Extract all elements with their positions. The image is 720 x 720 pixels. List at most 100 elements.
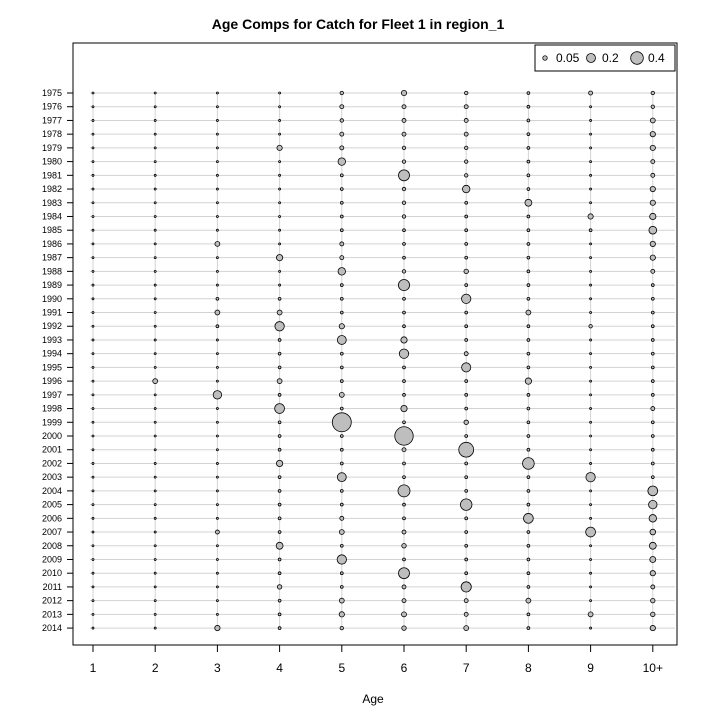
data-bubble (91, 503, 95, 507)
data-bubble (402, 324, 406, 329)
data-bubble (461, 293, 472, 304)
data-bubble (153, 119, 157, 122)
data-bubble (276, 584, 283, 590)
data-bubble (153, 201, 157, 205)
data-bubble (91, 462, 95, 465)
data-bubble (91, 599, 95, 603)
data-bubble (400, 404, 408, 413)
data-bubble (649, 185, 656, 193)
data-bubble (336, 335, 347, 345)
data-bubble (650, 420, 655, 425)
data-bubble (589, 599, 592, 603)
data-bubble (276, 459, 284, 467)
data-bubble (464, 530, 469, 534)
data-bubble (650, 90, 655, 96)
y-tick-label: 1987 (42, 253, 62, 263)
data-bubble (339, 200, 344, 205)
legend-bubble (630, 51, 644, 65)
y-tick-label: 2005 (42, 500, 62, 510)
data-bubble (215, 215, 219, 218)
data-bubble (91, 352, 95, 356)
y-tick-label: 2012 (42, 596, 62, 606)
data-bubble (339, 241, 345, 247)
y-tick-label: 1998 (42, 404, 62, 414)
data-bubble (153, 228, 157, 232)
data-bubble (339, 379, 344, 383)
data-bubble (401, 543, 407, 549)
data-bubble (649, 254, 656, 261)
data-bubble (394, 426, 414, 446)
data-bubble (277, 598, 282, 603)
data-bubble (464, 434, 469, 438)
data-bubble (464, 242, 469, 246)
data-bubble (339, 118, 344, 123)
data-bubble (650, 351, 655, 356)
data-bubble (276, 144, 283, 151)
data-bubble (464, 159, 469, 164)
data-bubble (277, 516, 282, 521)
data-bubble (212, 390, 223, 400)
y-tick-label: 1992 (42, 321, 62, 331)
data-bubble (650, 461, 655, 466)
data-bubble (589, 434, 592, 438)
data-bubble (402, 310, 406, 315)
data-bubble (91, 626, 95, 630)
data-bubble (402, 228, 406, 233)
data-bubble (650, 338, 655, 342)
data-bubble (648, 541, 657, 550)
data-bubble (463, 104, 469, 110)
data-bubble (648, 514, 657, 523)
data-bubble (91, 201, 95, 205)
data-bubble (277, 296, 282, 301)
data-bubble (339, 90, 344, 96)
data-bubble (215, 434, 219, 438)
data-bubble (214, 241, 221, 247)
data-bubble (277, 365, 282, 370)
data-bubble (462, 184, 471, 194)
data-bubble (400, 89, 408, 97)
data-bubble (589, 365, 592, 369)
data-bubble (337, 157, 346, 166)
data-bubble (526, 296, 531, 301)
y-tick-label: 1999 (42, 417, 62, 427)
y-tick-label: 1996 (42, 376, 62, 386)
data-bubble (339, 145, 345, 151)
data-bubble (401, 104, 407, 110)
data-bubble (464, 283, 469, 287)
data-bubble (91, 91, 95, 95)
data-bubble (91, 119, 95, 122)
data-bubble (650, 365, 655, 370)
data-bubble (402, 557, 406, 562)
data-bubble (91, 187, 95, 191)
data-bubble (402, 475, 406, 479)
data-bubble (589, 558, 592, 561)
data-bubble (650, 434, 655, 438)
data-bubble (276, 378, 283, 384)
legend-box (534, 44, 676, 72)
data-bubble (153, 105, 157, 109)
data-bubble (278, 283, 282, 287)
data-bubble (215, 269, 219, 273)
data-bubble (215, 105, 219, 109)
y-tick-label: 1980 (42, 157, 62, 167)
data-bubble (215, 489, 219, 493)
data-bubble (91, 393, 95, 397)
data-bubble (589, 393, 592, 397)
data-bubble (339, 310, 344, 315)
data-bubble (339, 489, 344, 493)
data-bubble (276, 254, 284, 262)
legend-bubble (586, 53, 596, 63)
data-bubble (278, 201, 282, 205)
data-bubble (526, 146, 531, 150)
data-bubble (275, 541, 284, 550)
x-tick-label: 8 (525, 661, 532, 675)
y-tick-label: 2014 (42, 623, 62, 633)
data-bubble (152, 378, 159, 384)
data-bubble (526, 283, 531, 287)
data-bubble (153, 146, 157, 150)
data-bubble (402, 516, 406, 521)
data-bubble (339, 434, 344, 438)
data-bubble (649, 212, 657, 221)
data-bubble (458, 441, 475, 458)
data-bubble (153, 420, 157, 424)
